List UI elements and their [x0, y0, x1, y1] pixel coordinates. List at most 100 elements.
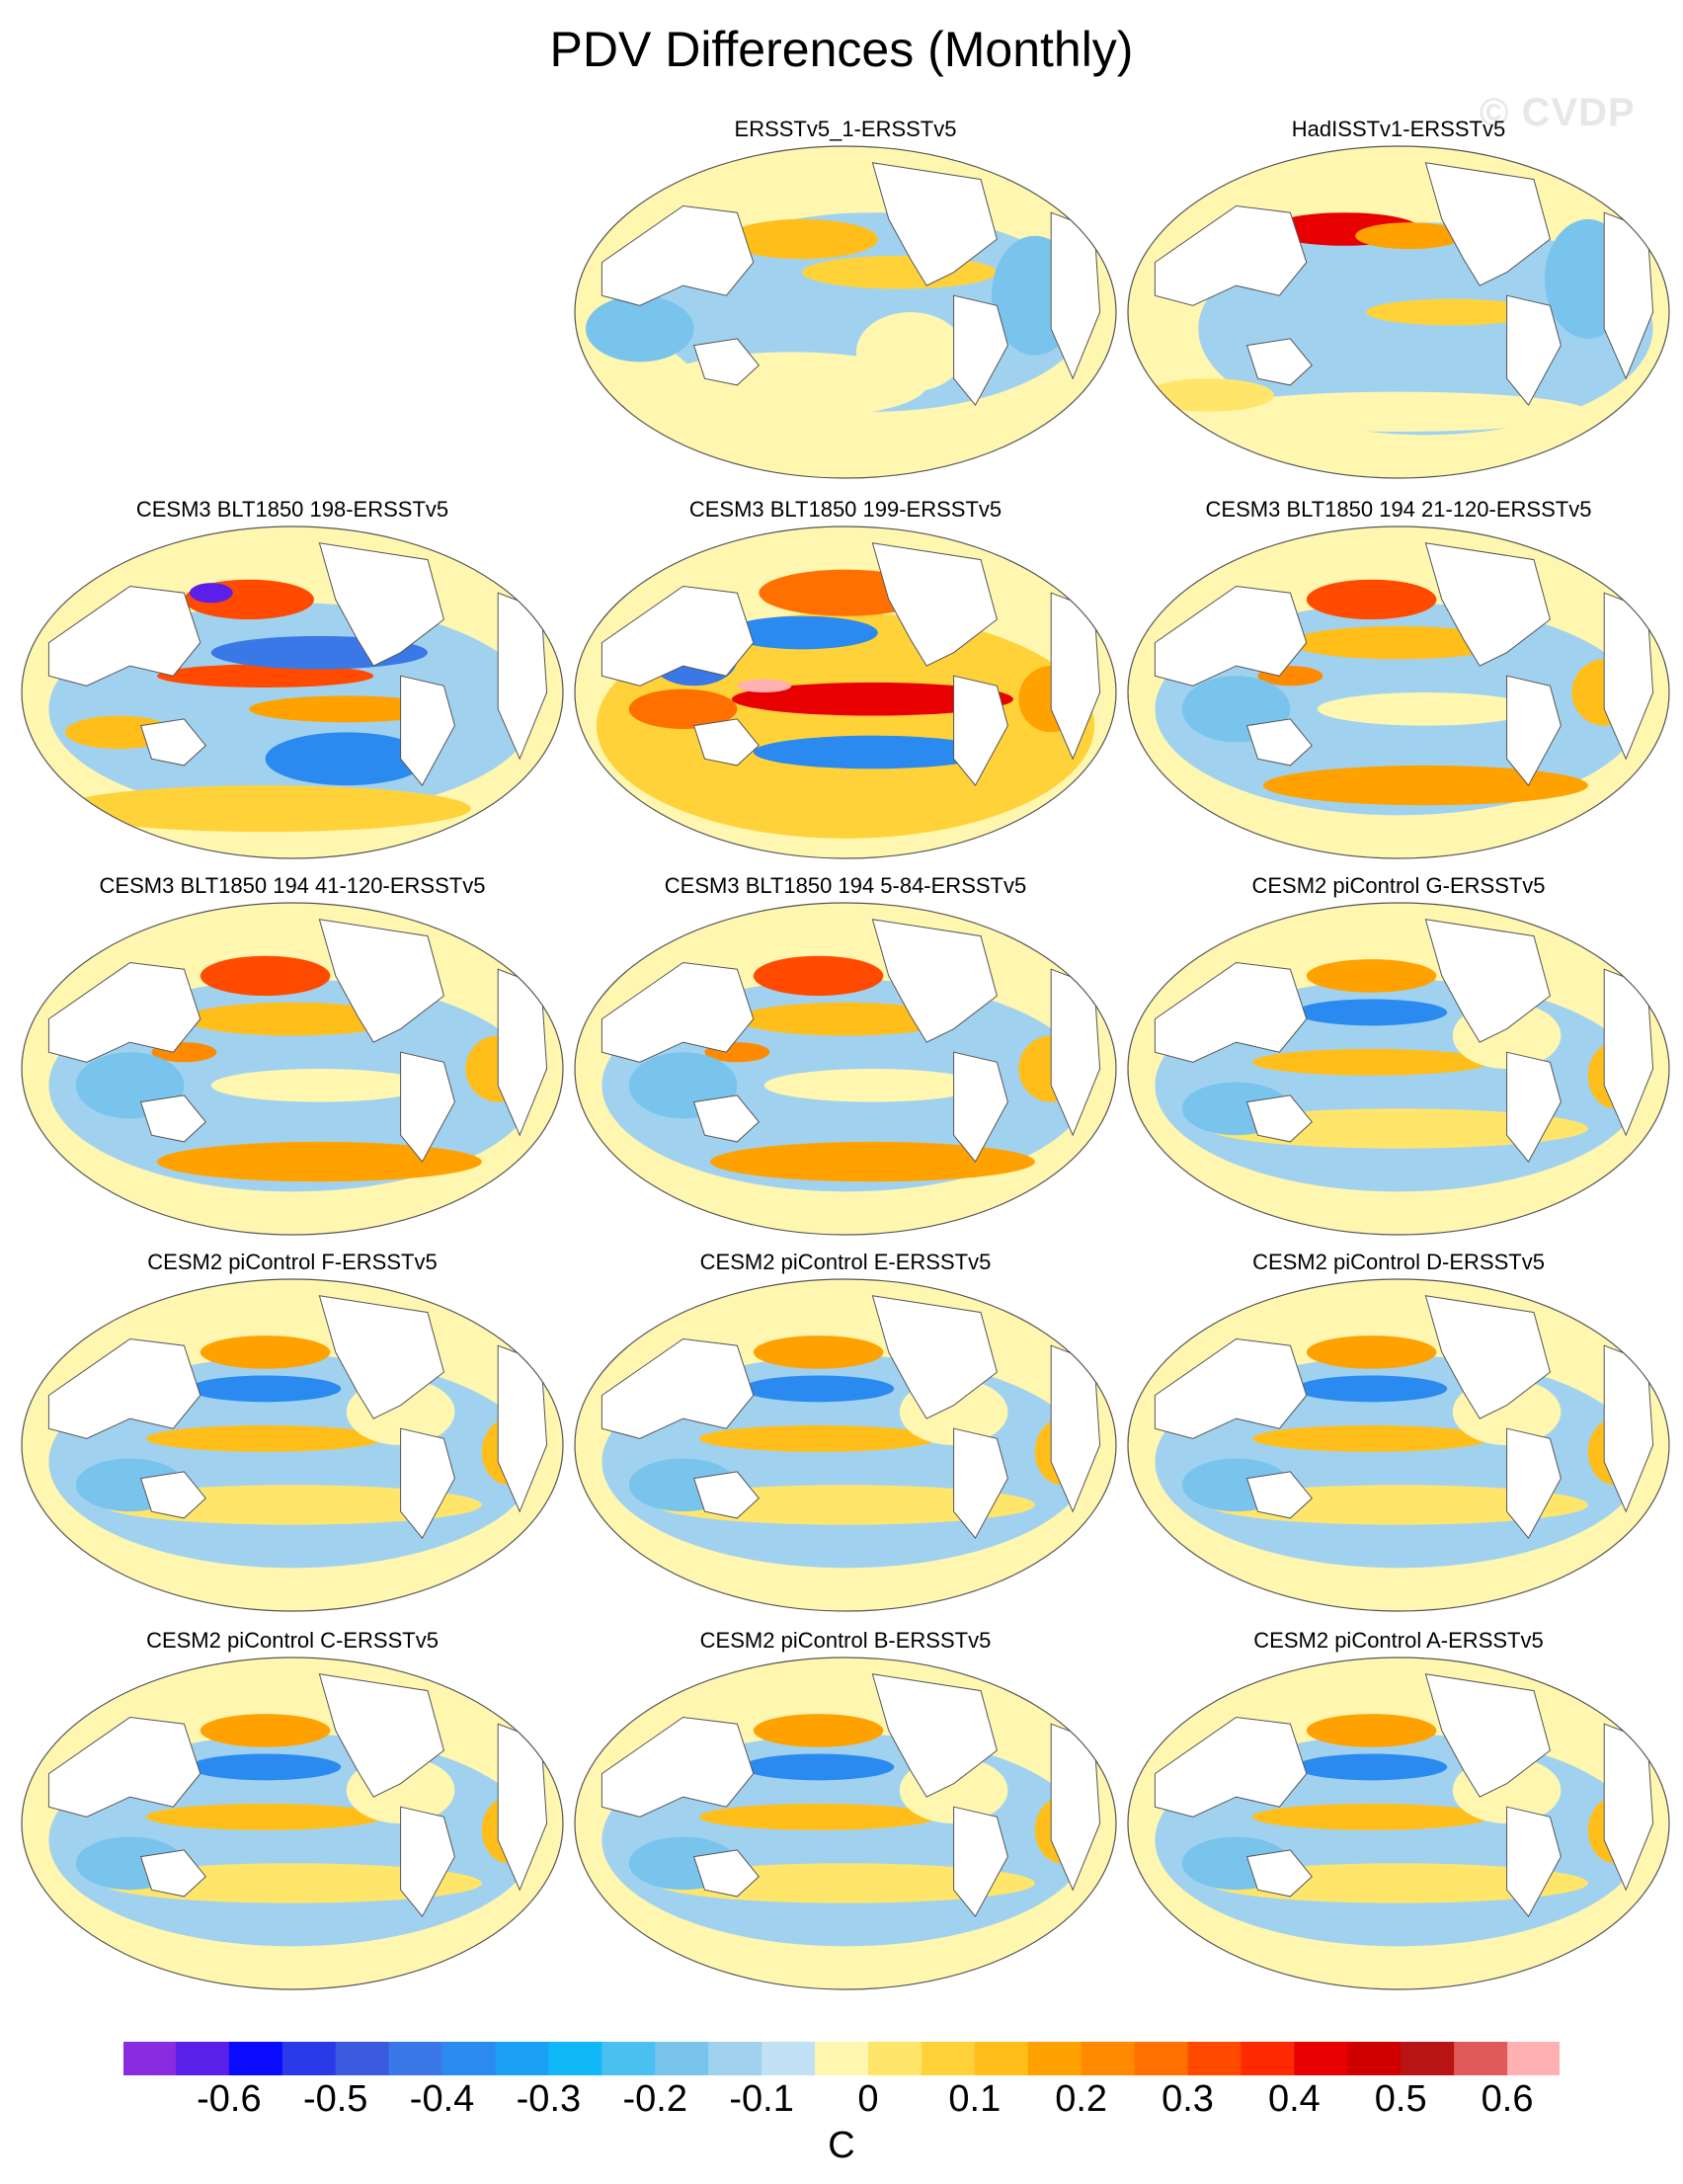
colorbar-swatch	[1294, 2041, 1348, 2076]
map-outline	[21, 902, 564, 1236]
robinson-map	[21, 1657, 564, 1990]
land-mask	[139, 1849, 206, 1898]
anomaly-region	[200, 955, 331, 997]
colorbar-swatch	[1027, 2041, 1082, 2076]
figure-title: PDV Differences (Monthly)	[549, 22, 1134, 77]
robinson-map	[1127, 145, 1670, 479]
anomaly-region	[189, 1375, 342, 1403]
colorbar-swatch	[441, 2041, 496, 2076]
colorbar	[122, 2041, 1561, 2076]
anomaly-region	[726, 218, 878, 260]
land-mask	[47, 1716, 201, 1818]
colorbar-swatch	[388, 2041, 443, 2076]
land-mask	[692, 1094, 760, 1143]
anomaly-region	[742, 1375, 895, 1403]
map-panel-title: CESM2 piControl D-ERSSTv5	[1252, 1250, 1545, 1274]
anomaly-region	[753, 955, 884, 997]
land-mask	[1245, 1094, 1313, 1143]
robinson-map	[21, 1278, 564, 1612]
land-mask	[1154, 204, 1308, 306]
land-mask	[953, 294, 1008, 406]
anomaly-region	[146, 1424, 385, 1452]
colorbar-tick-label: 0.1	[948, 2078, 1002, 2120]
anomaly-region	[763, 1069, 981, 1102]
map-outline	[1127, 1657, 1670, 1990]
anomaly-region	[200, 1714, 331, 1747]
map-outline	[574, 526, 1117, 859]
land-mask	[318, 542, 444, 667]
map-panel-title: CESM2 piControl C-ERSSTv5	[146, 1628, 439, 1653]
colorbar-swatch	[974, 2041, 1029, 2076]
land-mask	[47, 1337, 201, 1439]
robinson-map	[574, 526, 1117, 859]
anomaly-region	[753, 735, 992, 769]
map-panel-title: CESM2 piControl E-ERSSTv5	[699, 1250, 992, 1274]
map-outline	[574, 1657, 1117, 1990]
anomaly-region	[1209, 391, 1588, 432]
map-outline	[21, 1278, 564, 1612]
colorbar-swatch	[655, 2041, 709, 2076]
anomaly-region	[1366, 298, 1540, 326]
map-panel: CESM2 piControl F-ERSSTv5	[16, 1250, 569, 1612]
anomaly-region	[146, 1803, 385, 1830]
anomaly-region	[1263, 765, 1588, 806]
land-mask	[1154, 585, 1308, 687]
map-panel: CESM2 piControl G-ERSSTv5	[1122, 873, 1675, 1236]
land-mask	[601, 1337, 755, 1439]
land-mask	[601, 585, 755, 687]
land-mask	[871, 542, 998, 667]
colorbar-tick-label: 0.5	[1374, 2078, 1427, 2120]
map-panel: CESM3 BLT1850 198-ERSSTv5	[16, 497, 569, 859]
map-outline	[21, 1657, 564, 1990]
land-mask	[601, 961, 755, 1063]
anomaly-region	[726, 615, 878, 650]
cvdp-watermark: © CVDP	[1480, 91, 1636, 134]
anomaly-region	[157, 1141, 482, 1182]
colorbar-tick-label: -0.4	[409, 2078, 475, 2120]
anomaly-region	[855, 312, 965, 392]
land-mask	[1506, 675, 1562, 786]
land-mask	[601, 1716, 755, 1818]
anomaly-region	[1252, 1424, 1491, 1452]
map-panel-title: CESM3 BLT1850 194 41-120-ERSSTv5	[99, 873, 486, 898]
colorbar-swatch	[761, 2041, 816, 2076]
anomaly-region	[1295, 1753, 1448, 1781]
colorbar-swatch	[122, 2041, 177, 2076]
land-mask	[953, 1427, 1008, 1539]
colorbar-swatch	[1347, 2041, 1402, 2076]
land-mask	[1506, 1427, 1562, 1539]
map-outline	[574, 902, 1117, 1236]
colorbar-swatch	[1507, 2041, 1561, 2076]
land-mask	[1424, 162, 1551, 286]
map-outline	[1127, 902, 1670, 1236]
map-panel-title: CESM2 piControl A-ERSSTv5	[1253, 1628, 1544, 1653]
robinson-map	[574, 1657, 1117, 1990]
anomaly-region	[628, 688, 738, 729]
colorbar-swatch	[228, 2041, 283, 2076]
colorbar-swatch	[708, 2041, 762, 2076]
colorbar-swatch	[1187, 2041, 1242, 2076]
anomaly-region	[1306, 959, 1437, 993]
map-panel: CESM2 piControl A-ERSSTv5	[1122, 1628, 1675, 1990]
anomaly-region	[1306, 1335, 1437, 1369]
anomaly-region	[200, 1335, 331, 1369]
land-mask	[1245, 1849, 1313, 1898]
land-mask	[1245, 718, 1313, 767]
colorbar-tick-label: -0.6	[197, 2078, 262, 2120]
colorbar-swatch	[175, 2041, 230, 2076]
land-mask	[139, 1094, 206, 1143]
colorbar-swatch	[601, 2041, 656, 2076]
map-outline	[21, 526, 564, 859]
land-mask	[953, 1806, 1008, 1917]
robinson-map	[21, 902, 564, 1236]
colorbar-tick-label: 0.4	[1267, 2078, 1321, 2120]
robinson-map	[1127, 526, 1670, 859]
land-mask	[601, 204, 755, 306]
map-panel-title: CESM3 BLT1850 194 5-84-ERSSTv5	[664, 873, 1027, 898]
anomaly-region	[737, 679, 792, 692]
map-outline	[574, 145, 1117, 479]
map-outline	[1127, 1278, 1670, 1612]
land-mask	[871, 1295, 998, 1419]
anomaly-region	[1306, 1714, 1437, 1747]
anomaly-region	[1355, 222, 1464, 250]
